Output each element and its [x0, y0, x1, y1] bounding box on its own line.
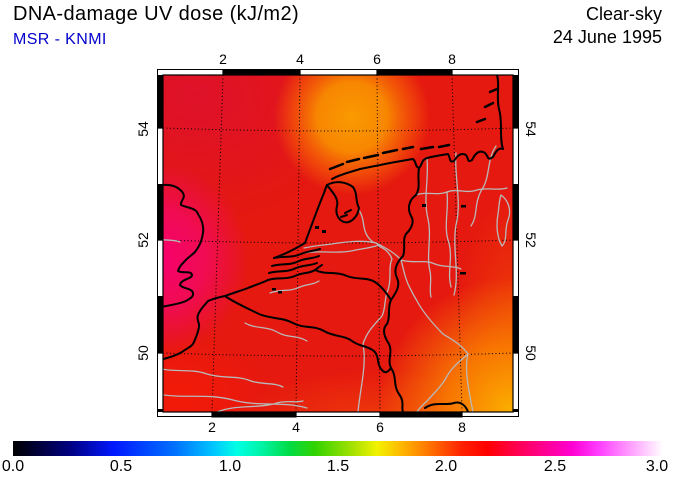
- colorbar-label-0.5: 0.5: [109, 458, 133, 475]
- source-label: MSR - KNMI: [13, 31, 107, 48]
- lat-tick-right-50: 50: [523, 345, 539, 361]
- lat-tick-right-54: 54: [523, 121, 539, 137]
- uv-dose-map: [157, 69, 519, 418]
- coastlines: [163, 75, 504, 412]
- page-title: DNA-damage UV dose (kJ/m2): [13, 3, 300, 25]
- graticule: [163, 75, 513, 412]
- colorbar-label-1.5: 1.5: [326, 458, 350, 475]
- lat-tick-left-52: 52: [135, 232, 151, 248]
- lon-tick-bottom-6: 6: [376, 419, 384, 435]
- lat-tick-left-50: 50: [135, 345, 151, 361]
- scenario-label: Clear-sky: [585, 4, 662, 24]
- lon-tick-top-4: 4: [296, 51, 304, 67]
- lon-tick-bottom-4: 4: [292, 419, 300, 435]
- colorbar-label-3.0: 3.0: [645, 458, 669, 475]
- colorbar-label-0.0: 0.0: [1, 458, 25, 475]
- lon-tick-bottom-8: 8: [458, 419, 466, 435]
- colorbar-label-2.5: 2.5: [543, 458, 567, 475]
- lon-tick-top-2: 2: [219, 51, 227, 67]
- colorbar-gradient: [13, 441, 663, 456]
- lon-tick-bottom-2: 2: [208, 419, 216, 435]
- lat-tick-right-52: 52: [523, 232, 539, 248]
- lon-tick-top-6: 6: [373, 51, 381, 67]
- map-inner-border: [157, 69, 519, 418]
- colorbar-label-2.0: 2.0: [434, 458, 458, 475]
- colorbar-label-1.0: 1.0: [218, 458, 242, 475]
- lon-tick-top-8: 8: [448, 51, 456, 67]
- date-label: 24 June 1995: [552, 27, 662, 47]
- lat-tick-left-54: 54: [135, 121, 151, 137]
